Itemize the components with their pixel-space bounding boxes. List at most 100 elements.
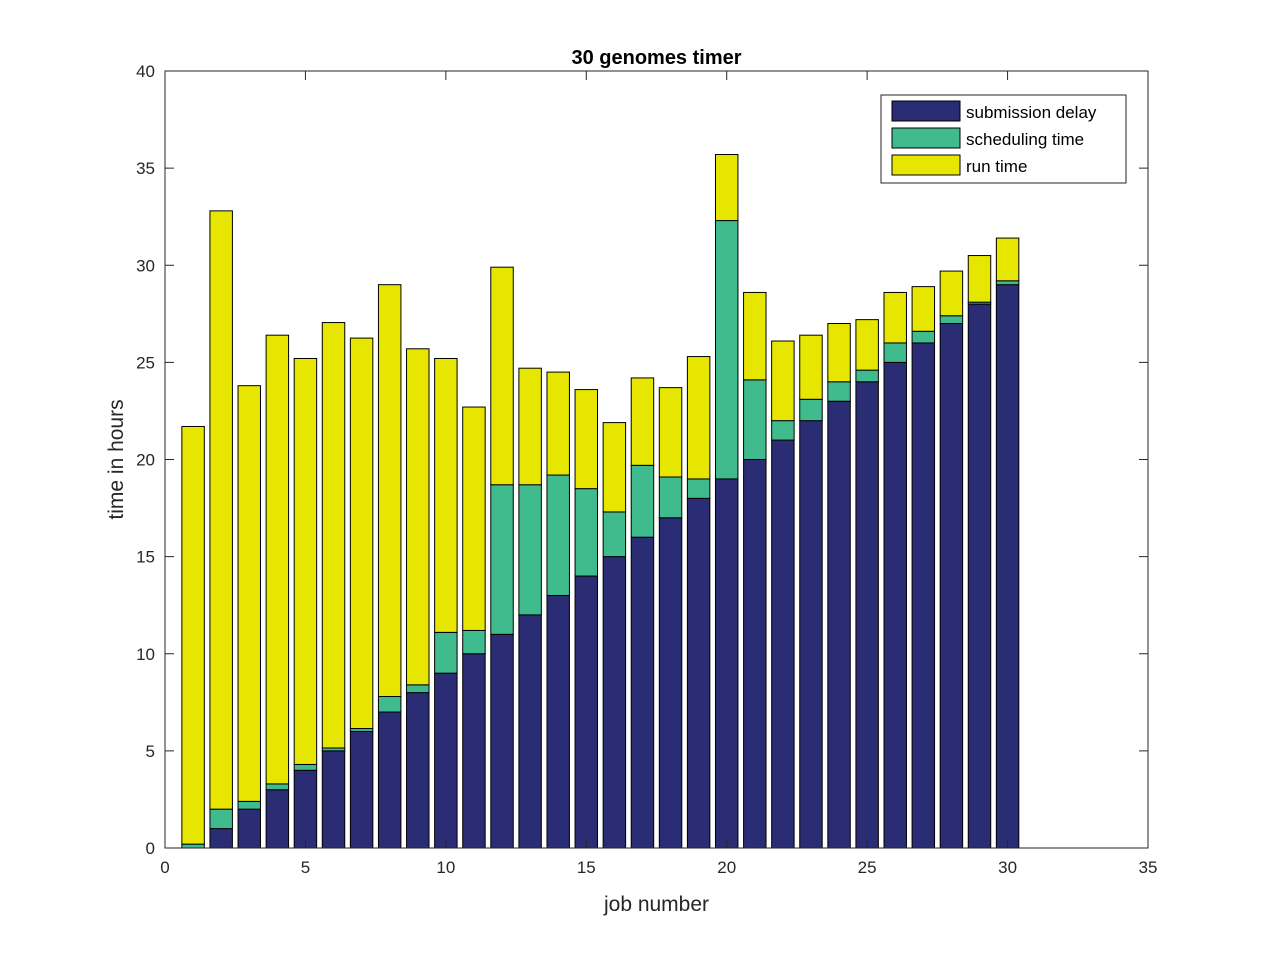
bar-submission-delay-job-11 — [462, 653, 486, 849]
y-tick-label: 5 — [146, 742, 155, 761]
bar-submission-delay-job-4 — [265, 789, 290, 849]
bar-submission-delay-job-23 — [799, 420, 823, 849]
bar-submission-delay-job-29 — [967, 303, 992, 849]
bar-scheduling-time-job-22 — [771, 420, 795, 441]
bar-scheduling-time-job-25 — [855, 369, 879, 383]
bar-run-time-job-9 — [406, 348, 430, 686]
bar-scheduling-time-job-2 — [209, 808, 233, 830]
bar-run-time-job-21 — [743, 291, 767, 381]
bar-run-time-job-25 — [855, 319, 879, 371]
bar-scheduling-time-job-5 — [293, 763, 318, 771]
bar-run-time-job-8 — [377, 284, 402, 697]
y-tick-label: 10 — [136, 645, 155, 664]
bar-submission-delay-job-14 — [546, 594, 570, 849]
bars-group — [181, 154, 1020, 849]
bar-scheduling-time-job-9 — [406, 684, 430, 694]
bar-submission-delay-job-21 — [743, 459, 767, 849]
bar-run-time-job-10 — [434, 357, 458, 633]
bar-submission-delay-job-24 — [827, 400, 851, 849]
legend-label-submission-delay: submission delay — [966, 103, 1097, 122]
bar-run-time-job-18 — [658, 387, 683, 478]
legend-swatch-run-time — [891, 154, 961, 176]
bar-run-time-job-29 — [967, 255, 992, 303]
bar-run-time-job-13 — [518, 367, 542, 486]
bar-submission-delay-job-13 — [518, 614, 542, 849]
y-tick-label: 0 — [146, 839, 155, 858]
bar-run-time-job-1 — [181, 425, 205, 845]
bar-run-time-job-2 — [209, 210, 233, 810]
bar-submission-delay-job-12 — [490, 633, 514, 849]
bar-scheduling-time-job-27 — [911, 330, 936, 344]
legend-label-scheduling-time: scheduling time — [966, 130, 1084, 149]
bar-run-time-job-26 — [883, 291, 907, 344]
bar-run-time-job-28 — [939, 270, 964, 317]
bar-run-time-job-5 — [293, 357, 318, 765]
bar-run-time-job-22 — [771, 340, 795, 422]
legend: submission delay scheduling time run tim… — [880, 94, 1127, 184]
y-tick-label: 20 — [136, 451, 155, 470]
bar-run-time-job-4 — [265, 334, 290, 785]
bar-run-time-job-14 — [546, 371, 570, 476]
bar-submission-delay-job-16 — [602, 556, 627, 849]
bar-run-time-job-30 — [995, 237, 1020, 282]
bar-submission-delay-job-27 — [911, 342, 936, 849]
x-tick-label: 35 — [1139, 858, 1158, 877]
bar-submission-delay-job-22 — [771, 439, 795, 849]
bar-scheduling-time-job-11 — [462, 629, 486, 655]
bar-scheduling-time-job-26 — [883, 342, 907, 363]
x-tick-label: 0 — [160, 858, 169, 877]
bar-run-time-job-27 — [911, 286, 936, 332]
bar-submission-delay-job-26 — [883, 361, 907, 849]
bar-submission-delay-job-3 — [237, 808, 261, 849]
bar-submission-delay-job-19 — [686, 497, 711, 849]
bar-submission-delay-job-18 — [658, 517, 683, 849]
bar-run-time-job-24 — [827, 323, 851, 383]
bar-run-time-job-11 — [462, 406, 486, 631]
chart-title: 30 genomes timer — [571, 47, 741, 69]
bar-run-time-job-3 — [237, 385, 261, 802]
y-tick-label: 35 — [136, 159, 155, 178]
bar-scheduling-time-job-21 — [743, 379, 767, 460]
bar-run-time-job-17 — [630, 377, 655, 466]
bar-run-time-job-16 — [602, 422, 627, 513]
bar-submission-delay-job-6 — [321, 750, 346, 849]
bar-run-time-job-12 — [490, 266, 514, 486]
legend-swatch-submission-delay — [891, 100, 961, 122]
legend-label-run-time: run time — [966, 157, 1027, 176]
bar-submission-delay-job-20 — [714, 478, 739, 849]
bar-scheduling-time-job-18 — [658, 476, 683, 519]
bar-scheduling-time-job-15 — [574, 488, 599, 577]
bar-run-time-job-20 — [714, 154, 739, 222]
x-tick-label: 20 — [717, 858, 736, 877]
bar-scheduling-time-job-8 — [377, 695, 402, 713]
bar-scheduling-time-job-28 — [939, 315, 964, 325]
bar-run-time-job-15 — [574, 389, 599, 490]
y-tick-label: 30 — [136, 256, 155, 275]
bar-scheduling-time-job-13 — [518, 484, 542, 616]
bar-scheduling-time-job-4 — [265, 783, 290, 791]
bar-submission-delay-job-25 — [855, 381, 879, 849]
bar-submission-delay-job-5 — [293, 769, 318, 849]
bar-submission-delay-job-8 — [377, 711, 402, 849]
x-axis-title: job number — [603, 893, 709, 916]
x-tick-label: 5 — [301, 858, 310, 877]
bar-submission-delay-job-15 — [574, 575, 599, 849]
bar-submission-delay-job-17 — [630, 536, 655, 849]
bar-scheduling-time-job-23 — [799, 398, 823, 422]
y-axis-ticks: 0 5 10 15 20 25 30 35 40 — [136, 62, 1148, 858]
bar-scheduling-time-job-12 — [490, 484, 514, 635]
bar-submission-delay-job-28 — [939, 323, 964, 849]
x-tick-label: 25 — [858, 858, 877, 877]
bar-scheduling-time-job-3 — [237, 800, 261, 810]
bar-scheduling-time-job-30 — [995, 280, 1020, 286]
bar-submission-delay-job-2 — [209, 828, 233, 849]
bar-scheduling-time-job-24 — [827, 381, 851, 402]
y-axis-title: time in hours — [105, 399, 128, 519]
bar-scheduling-time-job-20 — [714, 220, 739, 480]
y-tick-label: 25 — [136, 353, 155, 372]
x-axis-ticks: 0 5 10 15 20 25 30 35 — [160, 71, 1157, 877]
bar-run-time-job-19 — [686, 356, 711, 480]
bar-submission-delay-job-9 — [406, 692, 430, 849]
legend-swatch-scheduling-time — [891, 127, 961, 149]
